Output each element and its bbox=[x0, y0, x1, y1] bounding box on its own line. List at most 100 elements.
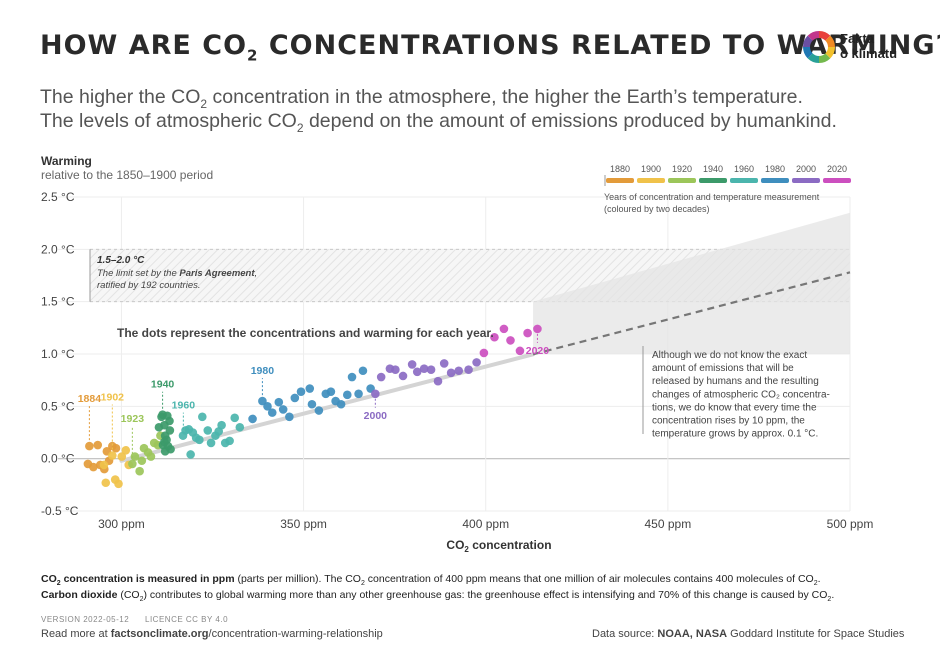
data-point bbox=[342, 390, 352, 400]
data-point bbox=[203, 426, 213, 435]
legend-year: 1940 bbox=[703, 164, 723, 174]
data-point bbox=[137, 456, 147, 466]
paris-band-line-2: ratified by 192 countries. bbox=[97, 280, 201, 291]
legend-year: 1920 bbox=[672, 164, 692, 174]
legend-year: 2020 bbox=[827, 164, 847, 174]
data-point bbox=[314, 406, 324, 415]
data-point bbox=[186, 450, 195, 459]
data-point bbox=[121, 445, 131, 455]
data-point bbox=[371, 389, 380, 399]
projection-note: Although we do not know the exact amount … bbox=[642, 346, 830, 440]
logo-line1: Fakta bbox=[840, 31, 874, 46]
data-point bbox=[135, 466, 144, 476]
logo-line2: o klimatu bbox=[840, 46, 898, 61]
x-tick-label: 450 ppm bbox=[645, 517, 692, 531]
logo-ring-segment bbox=[819, 31, 831, 41]
data-point bbox=[358, 366, 368, 376]
data-point bbox=[305, 384, 315, 393]
data-point bbox=[160, 437, 169, 447]
data-point bbox=[407, 360, 417, 369]
data-point bbox=[99, 460, 109, 470]
projection-note-line: Although we do not know the exact bbox=[652, 350, 807, 361]
y-axis-title: Warming bbox=[41, 154, 92, 168]
scatter-chart: -0.5 °C 0.0 °C 0.5 °C 1.0 °C 1.5 °C 2.0 °C 2.5… bbox=[41, 154, 873, 554]
data-point bbox=[426, 365, 436, 375]
legend-year: 2000 bbox=[796, 164, 816, 174]
subtitle-line-2: The levels of atmospheric CO2 depend on … bbox=[40, 110, 837, 135]
logo-ring-segment bbox=[825, 35, 835, 47]
trend-line bbox=[119, 352, 536, 463]
data-point bbox=[117, 452, 127, 461]
annotation-label: 1940 bbox=[151, 379, 175, 391]
legend-swatch bbox=[606, 178, 634, 183]
data-point bbox=[206, 438, 216, 448]
logo-ring-segment bbox=[807, 53, 819, 63]
legend: 1880 1900 1920 1940 1960 1980 2000 2020 Years of… bbox=[604, 164, 851, 214]
dots-note: The dots represent the concentrations an… bbox=[117, 326, 494, 340]
data-point bbox=[354, 389, 363, 399]
paris-band-line-1: The limit set by the Paris Agreement, bbox=[97, 268, 257, 279]
y-tick-label: 0.0 °C bbox=[41, 452, 75, 466]
data-point bbox=[433, 376, 443, 386]
legend-swatch bbox=[730, 178, 758, 183]
data-point bbox=[307, 399, 317, 409]
logo-ring-segment bbox=[819, 53, 831, 63]
annotation-label: 1902 bbox=[101, 392, 125, 404]
projection-note-line: released by humans and the resulting bbox=[652, 376, 819, 387]
data-point bbox=[412, 367, 422, 377]
data-point bbox=[290, 393, 300, 403]
logo-ring-segment bbox=[825, 47, 835, 59]
data-point bbox=[479, 348, 489, 358]
fakta-o-klimatu-logo[interactable]: Fakta o klimatu bbox=[802, 30, 902, 66]
data-point bbox=[464, 365, 473, 375]
data-point bbox=[130, 452, 140, 461]
projection-note-line: temperature grows by approx. 0.1 °C. bbox=[652, 429, 818, 440]
data-point bbox=[515, 346, 525, 356]
data-point bbox=[267, 408, 277, 417]
data-point bbox=[230, 413, 240, 423]
data-point bbox=[195, 435, 204, 445]
data-point bbox=[285, 412, 294, 422]
data-point bbox=[114, 479, 123, 489]
data-point bbox=[89, 462, 98, 472]
data-point bbox=[278, 405, 288, 414]
data-point bbox=[217, 420, 226, 430]
data-point bbox=[128, 459, 137, 469]
data-point bbox=[198, 412, 207, 422]
data-point bbox=[446, 368, 456, 378]
legend-swatch bbox=[699, 178, 727, 183]
projection-note-line: concentration rises by 10 ppm, the bbox=[652, 416, 805, 427]
legend-caption: (coloured by two decades) bbox=[604, 204, 710, 214]
data-point bbox=[85, 441, 94, 451]
paris-band-title: 1.5–2.0 °C bbox=[97, 255, 145, 266]
annotation-label: 1980 bbox=[251, 365, 275, 377]
footer-line-2: Carbon dioxide (CO2) contributes to glob… bbox=[41, 589, 835, 604]
annotation-label: 1884 bbox=[78, 393, 102, 405]
logo-text: Fakta o klimatu bbox=[840, 31, 897, 61]
data-point bbox=[454, 366, 464, 376]
data-point bbox=[419, 364, 429, 373]
projection-fan bbox=[533, 212, 850, 354]
data-point bbox=[235, 422, 245, 432]
logo-ring-segment bbox=[803, 35, 813, 47]
legend-year: 1960 bbox=[734, 164, 754, 174]
annotation-label: 2000 bbox=[364, 410, 388, 422]
annotation-label: 1960 bbox=[172, 400, 196, 412]
x-tick-label: 400 ppm bbox=[462, 517, 509, 531]
data-point bbox=[296, 387, 306, 396]
data-point bbox=[274, 397, 284, 407]
legend-swatch bbox=[637, 178, 665, 183]
legend-year: 1900 bbox=[641, 164, 661, 174]
legend-swatch bbox=[792, 178, 820, 183]
x-tick-label: 300 ppm bbox=[98, 517, 145, 531]
data-point bbox=[93, 440, 103, 450]
projection-note-line: amount of emissions that will be bbox=[652, 363, 794, 374]
projection-trend-line bbox=[532, 271, 851, 356]
read-more-link[interactable]: Read more at factsonclimate.org/concentr… bbox=[41, 628, 383, 640]
data-point bbox=[248, 414, 257, 424]
y-axis-subtitle: relative to the 1850–1900 period bbox=[41, 168, 213, 182]
subtitle-line-1: The higher the CO2 concentration in the … bbox=[40, 86, 803, 111]
y-tick-label: 1.5 °C bbox=[41, 295, 75, 309]
data-point bbox=[101, 478, 111, 488]
data-point bbox=[347, 372, 357, 382]
